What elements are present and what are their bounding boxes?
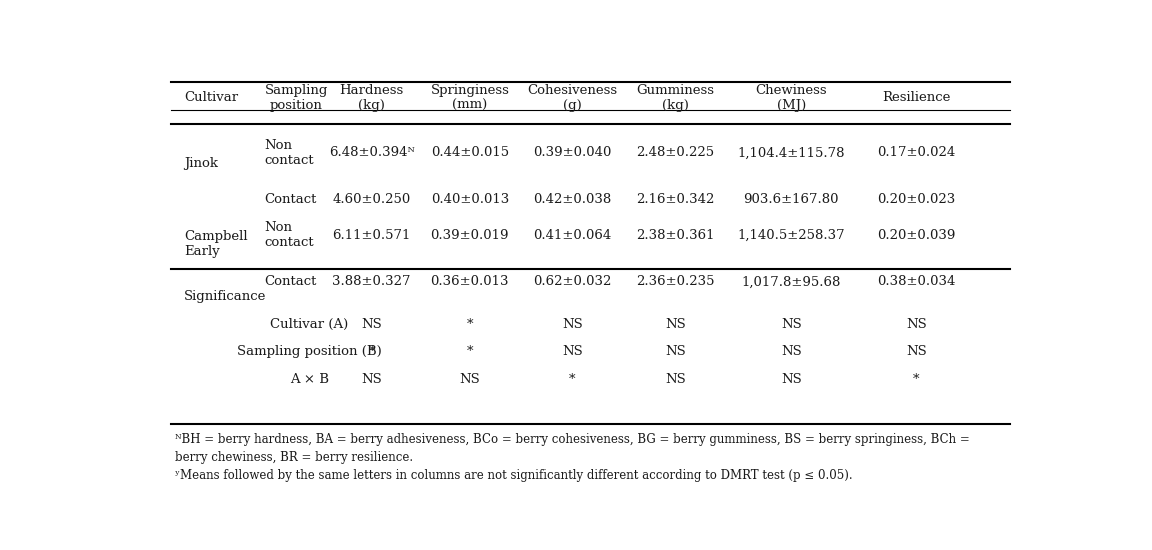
Text: Campbell
Early: Campbell Early [184, 230, 248, 258]
Text: Contact: Contact [265, 276, 317, 289]
Text: 0.44±0.015: 0.44±0.015 [431, 146, 509, 160]
Text: NS: NS [905, 345, 926, 359]
Text: Cohesiveness
(g): Cohesiveness (g) [528, 84, 617, 112]
Text: *: * [914, 373, 919, 386]
Text: Cultivar: Cultivar [184, 91, 238, 104]
Text: 4.60±0.250: 4.60±0.250 [333, 193, 411, 206]
Text: Sampling position (B): Sampling position (B) [237, 345, 381, 359]
Text: NS: NS [665, 345, 685, 359]
Text: 6.11±0.571: 6.11±0.571 [333, 229, 411, 242]
Text: A × B: A × B [289, 373, 328, 386]
Text: *: * [369, 345, 374, 359]
Text: ᴺBH = berry hardness, BA = berry adhesiveness, BCo = berry cohesiveness, BG = be: ᴺBH = berry hardness, BA = berry adhesiv… [175, 433, 970, 446]
Text: 2.16±0.342: 2.16±0.342 [636, 193, 714, 206]
Text: 1,017.8±95.68: 1,017.8±95.68 [742, 276, 841, 289]
Text: Cultivar (A): Cultivar (A) [270, 318, 348, 331]
Text: Non
contact: Non contact [265, 139, 314, 167]
Text: NS: NS [665, 318, 685, 331]
Text: Contact: Contact [265, 193, 317, 206]
Text: 6.48±0.394ᴺ: 6.48±0.394ᴺ [328, 146, 415, 160]
Text: Hardness
(kg): Hardness (kg) [340, 84, 404, 112]
Text: ʸMeans followed by the same letters in columns are not significantly different a: ʸMeans followed by the same letters in c… [175, 470, 852, 482]
Text: 1,140.5±258.37: 1,140.5±258.37 [737, 229, 846, 242]
Text: 0.42±0.038: 0.42±0.038 [533, 193, 612, 206]
Text: 0.36±0.013: 0.36±0.013 [431, 276, 509, 289]
Text: 2.38±0.361: 2.38±0.361 [636, 229, 714, 242]
Text: *: * [569, 373, 576, 386]
Text: Springiness
(mm): Springiness (mm) [431, 84, 509, 112]
Text: Sampling
position: Sampling position [265, 84, 328, 112]
Text: 2.36±0.235: 2.36±0.235 [636, 276, 714, 289]
Text: 0.38±0.034: 0.38±0.034 [877, 276, 955, 289]
Text: NS: NS [781, 318, 802, 331]
Text: NS: NS [362, 318, 382, 331]
Text: Significance: Significance [184, 290, 266, 303]
Text: 2.48±0.225: 2.48±0.225 [636, 146, 714, 160]
Text: 0.39±0.019: 0.39±0.019 [431, 229, 509, 242]
Text: Resilience: Resilience [882, 91, 950, 104]
Text: 0.40±0.013: 0.40±0.013 [431, 193, 509, 206]
Text: 0.17±0.024: 0.17±0.024 [877, 146, 955, 160]
Text: NS: NS [562, 318, 583, 331]
Text: Non
contact: Non contact [265, 222, 314, 249]
Text: 903.6±167.80: 903.6±167.80 [743, 193, 839, 206]
Text: NS: NS [665, 373, 685, 386]
Text: Jinok: Jinok [184, 157, 218, 170]
Text: NS: NS [781, 373, 802, 386]
Text: 0.41±0.064: 0.41±0.064 [533, 229, 612, 242]
Text: NS: NS [362, 373, 382, 386]
Text: NS: NS [905, 318, 926, 331]
Text: 0.20±0.023: 0.20±0.023 [877, 193, 955, 206]
Text: Chewiness
(MJ): Chewiness (MJ) [756, 84, 827, 112]
Text: 0.62±0.032: 0.62±0.032 [533, 276, 612, 289]
Text: *: * [467, 318, 473, 331]
Text: 0.39±0.040: 0.39±0.040 [533, 146, 612, 160]
Text: *: * [467, 345, 473, 359]
Text: berry chewiness, BR = berry resilience.: berry chewiness, BR = berry resilience. [175, 451, 414, 464]
Text: NS: NS [781, 345, 802, 359]
Text: NS: NS [460, 373, 480, 386]
Text: NS: NS [562, 345, 583, 359]
Text: 0.20±0.039: 0.20±0.039 [877, 229, 955, 242]
Text: 1,104.4±115.78: 1,104.4±115.78 [737, 146, 846, 160]
Text: 3.88±0.327: 3.88±0.327 [333, 276, 411, 289]
Text: Gumminess
(kg): Gumminess (kg) [636, 84, 714, 112]
